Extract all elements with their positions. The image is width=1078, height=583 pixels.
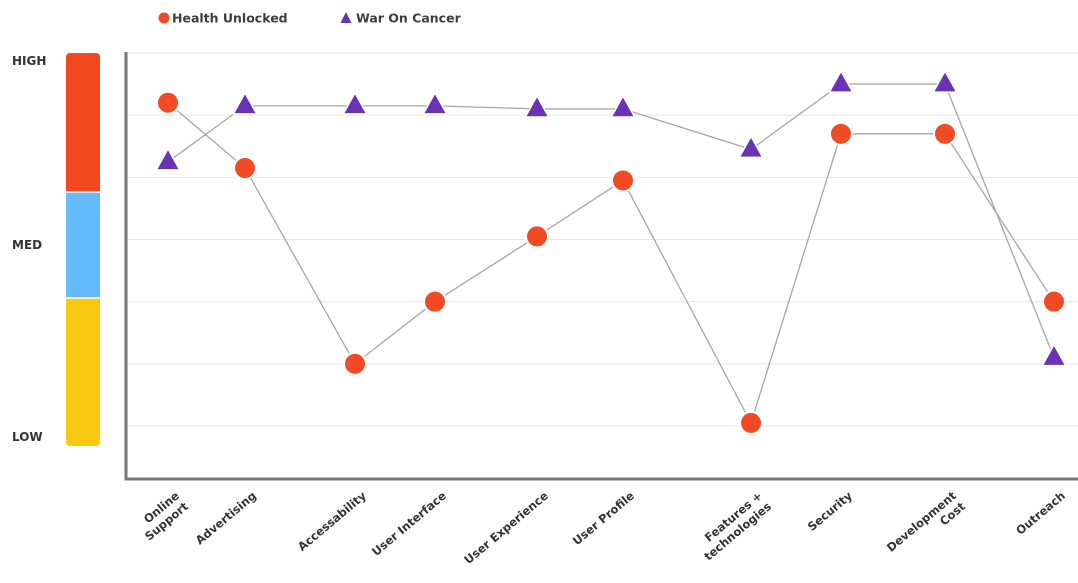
level-label-high: HIGH xyxy=(12,54,46,68)
health-unlocked-point-7 xyxy=(829,121,853,146)
war-on-cancer-point-3 xyxy=(422,92,448,115)
health-unlocked-point-0 xyxy=(156,90,180,115)
legend-label-war-on-cancer: War On Cancer xyxy=(356,11,462,26)
war-on-cancer-point-6 xyxy=(738,135,764,159)
x-tick-label-2-line-0: Accessability xyxy=(295,488,369,554)
series-line-health-unlocked xyxy=(167,102,1055,425)
health-unlocked-point-1 xyxy=(233,156,257,181)
legend-item-health-unlocked[interactable]: Health Unlocked xyxy=(158,11,288,26)
x-tick-label-1: Advertising xyxy=(193,489,259,548)
x-tick-label-4: User Experience xyxy=(461,488,551,566)
x-tick-label-2: Accessability xyxy=(295,488,369,554)
health-unlocked-point-5 xyxy=(611,168,635,193)
war-on-cancer-point-5 xyxy=(610,95,636,118)
x-tick-label-8: DevelopmentCost xyxy=(884,488,968,565)
level-bar-high-bottomfix xyxy=(66,184,100,192)
legend-circle-marker-icon xyxy=(158,12,170,24)
x-tick-label-5-line-0: User Profile xyxy=(570,488,637,548)
x-tick-label-6: Features +technologies xyxy=(692,488,774,563)
x-axis-tick-labels: OnlineSupport Advertising Accessability Use… xyxy=(133,488,1068,567)
health-unlocked-point-4 xyxy=(525,224,549,249)
war-on-cancer-point-7 xyxy=(828,70,854,93)
x-tick-label-9: Outreach xyxy=(1013,489,1068,538)
series-markers xyxy=(155,70,1067,435)
war-on-cancer-point-9 xyxy=(1041,343,1067,367)
axes xyxy=(124,52,1078,481)
health-unlocked-point-8 xyxy=(933,121,957,146)
legend-triangle-marker-icon xyxy=(340,12,352,23)
health-unlocked-point-6 xyxy=(739,410,763,435)
legend: Health Unlocked War On Cancer xyxy=(158,11,462,26)
x-tick-label-7: Security xyxy=(805,488,856,534)
legend-label-health-unlocked: Health Unlocked xyxy=(172,11,288,26)
x-tick-label-0: OnlineSupport xyxy=(133,488,191,543)
x-tick-label-7-line-0: Security xyxy=(805,488,856,534)
health-unlocked-point-3 xyxy=(423,289,447,314)
health-unlocked-point-2 xyxy=(343,351,367,376)
health-unlocked-point-9 xyxy=(1042,289,1066,314)
gridlines xyxy=(128,52,1078,427)
war-on-cancer-point-8 xyxy=(932,70,958,93)
war-on-cancer-point-4 xyxy=(524,95,550,118)
series-lines xyxy=(167,83,1055,425)
level-label-med: MED xyxy=(12,238,42,252)
war-on-cancer-point-1 xyxy=(232,92,258,115)
level-bar-med xyxy=(66,192,100,298)
war-on-cancer-point-2 xyxy=(342,92,368,115)
series-line-war-on-cancer xyxy=(167,83,1055,358)
legend-item-war-on-cancer[interactable]: War On Cancer xyxy=(340,11,462,26)
level-bar-low xyxy=(66,298,100,446)
war-on-cancer-point-0 xyxy=(155,148,181,171)
x-tick-label-5: User Profile xyxy=(570,488,637,548)
x-tick-label-3-line-0: User Interface xyxy=(369,488,449,558)
level-scale: HIGH MED LOW xyxy=(12,53,100,446)
x-tick-label-9-line-0: Outreach xyxy=(1013,489,1068,538)
level-label-low: LOW xyxy=(12,430,43,444)
x-tick-label-3: User Interface xyxy=(369,488,449,558)
level-bar-low-topfix xyxy=(66,298,100,306)
level-bar-high xyxy=(66,53,100,192)
x-tick-label-1-line-0: Advertising xyxy=(193,489,259,548)
x-tick-label-4-line-0: User Experience xyxy=(461,488,551,566)
